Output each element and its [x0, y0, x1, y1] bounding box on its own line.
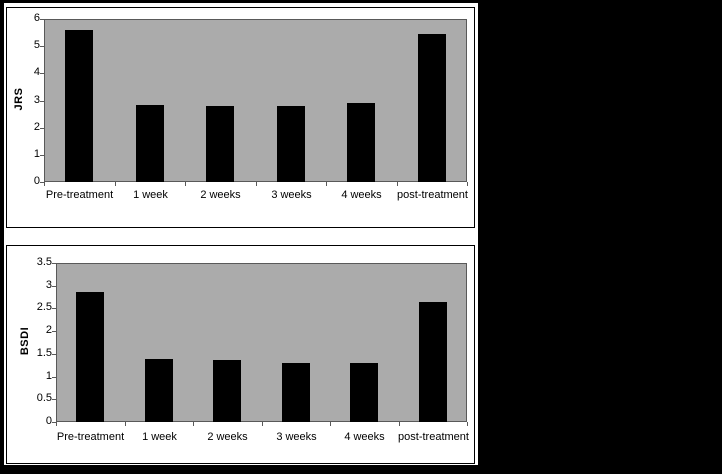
x-tick-mark — [399, 422, 400, 426]
y-tick-label: 4 — [33, 66, 40, 79]
y-tick-label: 2 — [45, 324, 52, 337]
x-tick-mark — [256, 182, 257, 186]
bar-post-treatment — [419, 302, 447, 422]
x-category-label: Pre-treatment — [45, 189, 114, 201]
y-tick-mark — [40, 128, 44, 129]
x-category-label: Pre-treatment — [56, 431, 125, 443]
x-category-label: 4 weeks — [344, 431, 385, 443]
y-tick-label: 5 — [33, 39, 40, 52]
jrs-plot-area — [44, 19, 467, 182]
bar-pre-treatment — [65, 30, 93, 182]
x-tick-mark — [330, 422, 331, 426]
x-tick-mark — [467, 182, 468, 186]
x-tick-mark — [397, 182, 398, 186]
bar-4-weeks — [350, 363, 378, 422]
y-tick-label: 0 — [45, 415, 52, 427]
x-category-label: 3 weeks — [276, 431, 317, 443]
y-tick-label: 3 — [45, 278, 52, 291]
figure-canvas: JRS 6 5 4 3 2 1 0 Pre-treatment 1 week 2 weeks 3 w… — [4, 3, 478, 465]
bar-post-treatment — [418, 34, 446, 182]
x-category-label: 1 week — [133, 189, 168, 201]
x-tick-mark — [115, 182, 116, 186]
y-tick-mark — [52, 377, 56, 378]
bsdi-chart-panel: BSDI 3.5 3 2.5 2 1.5 1 0.5 0 Pre-treatment 1 week… — [6, 245, 475, 464]
x-category-label: 2 weeks — [200, 189, 241, 201]
x-tick-mark — [44, 182, 45, 186]
x-category-label: 1 week — [142, 431, 177, 443]
bar-4-weeks — [347, 103, 375, 182]
y-tick-mark — [52, 354, 56, 355]
y-tick-label: 6 — [33, 12, 40, 24]
y-tick-label: 1 — [45, 369, 52, 382]
y-tick-label: 1.5 — [36, 346, 52, 359]
y-tick-mark — [52, 399, 56, 400]
x-tick-mark — [326, 182, 327, 186]
y-tick-label: 0.5 — [36, 392, 52, 405]
y-tick-mark — [40, 101, 44, 102]
bar-2-weeks — [206, 106, 234, 182]
y-tick-mark — [52, 308, 56, 309]
bar-3-weeks — [282, 363, 310, 422]
bsdi-plot-area — [56, 263, 467, 422]
bar-2-weeks — [213, 360, 241, 422]
y-tick-label: 1 — [33, 147, 40, 160]
y-tick-mark — [52, 422, 56, 423]
y-tick-mark — [52, 286, 56, 287]
y-tick-mark — [40, 46, 44, 47]
x-category-label: post-treatment — [397, 189, 468, 201]
y-tick-label: 2 — [33, 120, 40, 133]
bar-pre-treatment — [76, 292, 104, 422]
bar-1-week — [145, 359, 173, 422]
x-tick-mark — [56, 422, 57, 426]
x-tick-mark — [125, 422, 126, 426]
y-tick-mark — [40, 19, 44, 20]
x-category-label: 3 weeks — [271, 189, 312, 201]
x-tick-mark — [467, 422, 468, 426]
x-category-label: 2 weeks — [207, 431, 248, 443]
x-category-label: post-treatment — [398, 431, 469, 443]
x-tick-mark — [185, 182, 186, 186]
x-tick-mark — [193, 422, 194, 426]
x-category-label: 4 weeks — [341, 189, 382, 201]
y-tick-mark — [40, 182, 44, 183]
y-tick-mark — [40, 155, 44, 156]
y-tick-label: 3.5 — [36, 256, 52, 268]
bar-3-weeks — [277, 106, 305, 182]
y-tick-mark — [52, 263, 56, 264]
y-tick-label: 0 — [33, 175, 40, 187]
y-tick-label: 3 — [33, 93, 40, 106]
bar-1-week — [136, 105, 164, 182]
y-tick-mark — [52, 331, 56, 332]
jrs-chart-panel: JRS 6 5 4 3 2 1 0 Pre-treatment 1 week 2 weeks 3 w… — [6, 7, 475, 228]
y-tick-label: 2.5 — [36, 301, 52, 314]
x-tick-mark — [262, 422, 263, 426]
y-tick-mark — [40, 73, 44, 74]
